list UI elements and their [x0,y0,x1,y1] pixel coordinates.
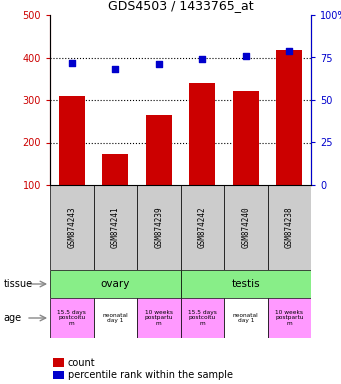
Point [286,48,292,54]
Bar [50,298,93,338]
Bar [180,298,224,338]
Bar [180,270,311,298]
Bar [146,115,172,185]
Text: neonatal
day 1: neonatal day 1 [102,313,128,323]
Bar [59,96,85,185]
Text: 15.5 days
postcoitu
m: 15.5 days postcoitu m [57,310,86,326]
Title: GDS4503 / 1433765_at: GDS4503 / 1433765_at [108,0,253,12]
Bar [93,298,137,338]
Bar [267,185,311,270]
Bar [180,185,224,270]
Bar [102,154,128,185]
Point [69,60,74,66]
Bar [137,298,180,338]
Text: 10 weeks
postpartu
m: 10 weeks postpartu m [275,310,303,326]
Bar [233,91,259,185]
Text: tissue: tissue [3,279,32,289]
Point [199,56,205,62]
Bar [50,270,180,298]
Point [113,66,118,73]
Text: 10 weeks
postpartu
m: 10 weeks postpartu m [145,310,173,326]
Text: GSM874240: GSM874240 [241,207,250,248]
Text: GSM874238: GSM874238 [285,207,294,248]
Point [243,53,249,59]
Text: 15.5 days
postcoitu
m: 15.5 days postcoitu m [188,310,217,326]
Text: GSM874243: GSM874243 [67,207,76,248]
Text: neonatal
day 1: neonatal day 1 [233,313,258,323]
Text: percentile rank within the sample: percentile rank within the sample [68,370,233,380]
Bar [224,185,267,270]
Text: GSM874241: GSM874241 [111,207,120,248]
Bar [189,83,215,185]
Bar [276,50,302,185]
Text: age: age [3,313,21,323]
Point [156,61,162,67]
Bar [93,185,137,270]
Text: ovary: ovary [101,279,130,289]
Bar [50,185,93,270]
Text: count: count [68,358,95,367]
Text: GSM874242: GSM874242 [198,207,207,248]
Text: GSM874239: GSM874239 [154,207,163,248]
Bar [267,298,311,338]
Bar [137,185,180,270]
Text: testis: testis [232,279,260,289]
Bar [224,298,267,338]
